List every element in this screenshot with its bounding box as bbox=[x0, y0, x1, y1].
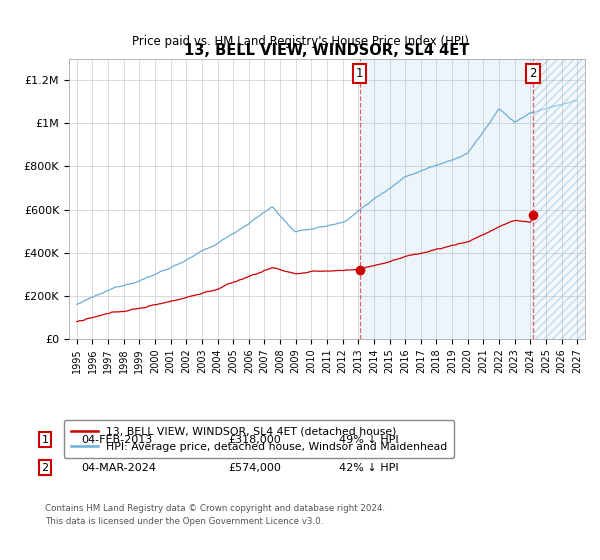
Text: 2: 2 bbox=[41, 463, 49, 473]
Bar bbox=[359, 59, 534, 339]
Text: 04-FEB-2013: 04-FEB-2013 bbox=[81, 435, 152, 445]
Bar bbox=[534, 59, 585, 339]
Text: 2: 2 bbox=[529, 67, 536, 81]
Text: Contains HM Land Registry data © Crown copyright and database right 2024.: Contains HM Land Registry data © Crown c… bbox=[45, 504, 385, 513]
Bar bbox=[534, 59, 585, 339]
Title: 13, BELL VIEW, WINDSOR, SL4 4ET: 13, BELL VIEW, WINDSOR, SL4 4ET bbox=[184, 43, 470, 58]
Text: £318,000: £318,000 bbox=[228, 435, 281, 445]
Text: 49% ↓ HPI: 49% ↓ HPI bbox=[339, 435, 398, 445]
Text: 42% ↓ HPI: 42% ↓ HPI bbox=[339, 463, 398, 473]
Legend: 13, BELL VIEW, WINDSOR, SL4 4ET (detached house), HPI: Average price, detached h: 13, BELL VIEW, WINDSOR, SL4 4ET (detache… bbox=[64, 420, 454, 458]
Text: 04-MAR-2024: 04-MAR-2024 bbox=[81, 463, 156, 473]
Text: This data is licensed under the Open Government Licence v3.0.: This data is licensed under the Open Gov… bbox=[45, 517, 323, 526]
Text: 1: 1 bbox=[356, 67, 364, 81]
Text: Price paid vs. HM Land Registry's House Price Index (HPI): Price paid vs. HM Land Registry's House … bbox=[131, 35, 469, 49]
Text: £574,000: £574,000 bbox=[228, 463, 281, 473]
Text: 1: 1 bbox=[41, 435, 49, 445]
